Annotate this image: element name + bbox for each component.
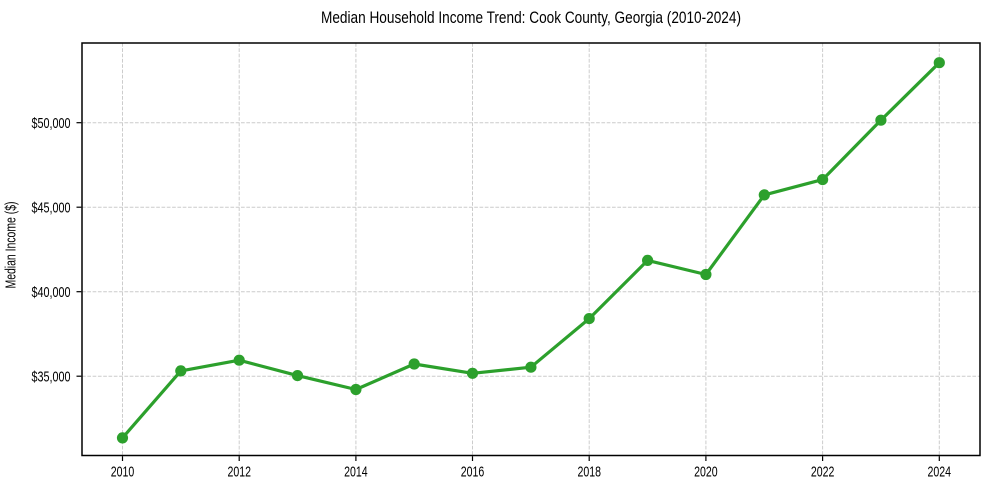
svg-text:Median Income ($): Median Income ($) — [3, 202, 20, 289]
svg-text:$50,000: $50,000 — [32, 115, 71, 132]
svg-text:2010: 2010 — [111, 464, 135, 481]
svg-text:2016: 2016 — [461, 464, 485, 481]
svg-text:2022: 2022 — [811, 464, 835, 481]
svg-text:2018: 2018 — [577, 464, 601, 481]
svg-text:Median Household Income Trend:: Median Household Income Trend: Cook Coun… — [321, 8, 741, 27]
svg-text:$35,000: $35,000 — [32, 368, 71, 385]
svg-text:2014: 2014 — [344, 464, 368, 481]
svg-text:2024: 2024 — [928, 464, 952, 481]
svg-text:2020: 2020 — [694, 464, 718, 481]
svg-text:$40,000: $40,000 — [32, 284, 71, 301]
svg-text:$45,000: $45,000 — [32, 199, 71, 216]
svg-text:2012: 2012 — [227, 464, 251, 481]
